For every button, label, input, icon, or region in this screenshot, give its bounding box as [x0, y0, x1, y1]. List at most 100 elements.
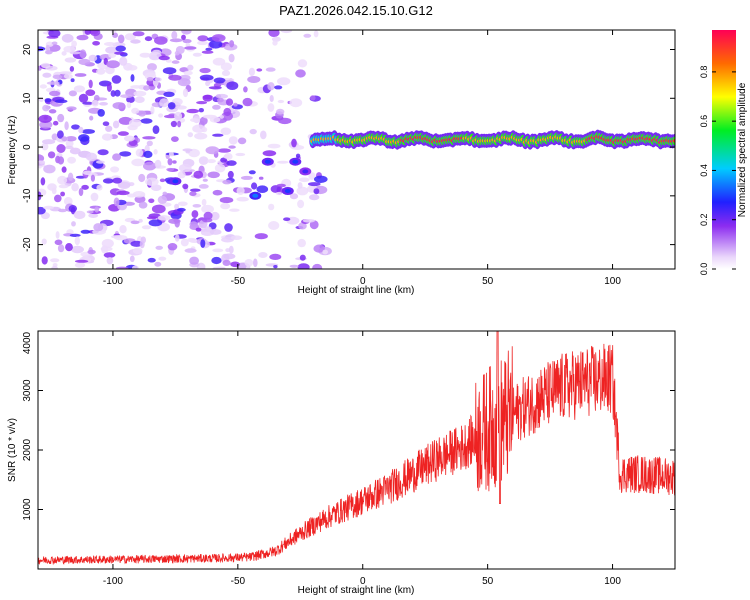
heatmap-noise-cell	[205, 80, 211, 87]
heatmap-noise-cell	[283, 217, 291, 221]
heatmap-noise-cell	[38, 46, 46, 52]
snr-y-ticks: 1000 2000 3000 4000	[22, 330, 675, 521]
heatmap-noise-cell	[247, 76, 261, 83]
heatmap-noise-cell	[302, 219, 315, 223]
heatmap-noise-cell	[138, 218, 143, 223]
heatmap-y-ticks: -20 -10 0 10 20	[22, 44, 675, 252]
heatmap-y-label: Frequency (Hz)	[7, 116, 18, 185]
heatmap-noise-cell	[82, 101, 94, 105]
heatmap-noise-cell	[60, 191, 65, 197]
heatmap-noise-cell	[66, 106, 77, 111]
heatmap-noise-cell	[203, 211, 213, 220]
heatmap-noise-cell	[183, 70, 193, 76]
heatmap-noise-cell	[141, 225, 152, 230]
heatmap-noise-cell	[163, 91, 175, 98]
colorbar-gradient	[712, 30, 736, 269]
heatmap-noise-cell	[154, 159, 162, 169]
heatmap-noise-cell	[189, 221, 198, 228]
heatmap-noise-cell	[274, 85, 283, 90]
heatmap-noise-cell	[79, 49, 87, 59]
heatmap-noise-cell	[101, 238, 114, 248]
heatmap-noise-cell	[214, 163, 226, 173]
heatmap-noise-cell	[226, 81, 239, 90]
heatmap-noise-cell	[96, 160, 105, 164]
heatmap-noise-cell	[297, 238, 307, 248]
heatmap-noise-cell	[71, 245, 84, 254]
heatmap-noise-cell	[199, 67, 211, 74]
heatmap-noise-cell	[253, 258, 258, 268]
heatmap-noise-cell	[174, 111, 183, 121]
heatmap-noise-cell	[187, 132, 193, 138]
heatmap-noise-cell	[130, 240, 143, 247]
heatmap-noise-cell	[189, 191, 197, 196]
heatmap-noise-cell	[236, 186, 245, 195]
snr-y-tick-label: 4000	[22, 331, 33, 354]
colorbar-tick-label: 0.0	[699, 263, 709, 276]
heatmap-noise-cell	[90, 192, 99, 202]
heatmap-noise-cell	[202, 178, 208, 182]
snr-y-label: SNR (10 * v/v)	[7, 418, 18, 482]
heatmap-noise-cell	[117, 34, 125, 44]
heatmap-noise-cell	[205, 146, 220, 155]
heatmap-x-ticks: -100 -50 0 50 100	[103, 30, 621, 287]
heatmap-noise-cell	[78, 58, 91, 66]
heatmap-noise-cell	[174, 234, 180, 242]
heatmap-noise-cell	[219, 115, 224, 119]
snr-background	[38, 331, 675, 569]
heatmap-noise-cell	[81, 129, 96, 134]
heatmap-noise-cell	[57, 175, 68, 185]
snr-y-tick-label: 1000	[22, 498, 33, 521]
heatmap-noise-cell	[53, 120, 59, 126]
heatmap-noise-cell	[272, 40, 278, 46]
heatmap-noise-cell	[139, 52, 151, 58]
heatmap-noise-cell	[70, 78, 75, 83]
heatmap-noise-cell	[208, 86, 222, 90]
heatmap-noise-cell	[74, 259, 89, 263]
heatmap-noise-cell	[180, 238, 189, 247]
heatmap-x-tick-label: 100	[604, 276, 621, 287]
heatmap-noise-cell	[96, 68, 106, 75]
heatmap-noise-cell	[145, 177, 159, 186]
heatmap-noise-cell	[105, 46, 119, 54]
heatmap-noise-cell	[102, 121, 110, 126]
heatmap-noise-cell	[205, 47, 213, 51]
heatmap-noise-cell	[242, 97, 253, 107]
heatmap-noise-cell	[49, 90, 61, 97]
heatmap-noise-cell	[181, 30, 192, 35]
heatmap-noise-cell	[51, 187, 57, 195]
heatmap-noise-cell	[73, 210, 86, 220]
heatmap-noise-cell	[151, 204, 166, 214]
heatmap-noise-cell	[103, 252, 116, 258]
heatmap-noise-cell	[193, 170, 204, 179]
heatmap-noise-cell	[41, 62, 51, 69]
heatmap-noise-cell	[93, 223, 104, 232]
heatmap-noise-cell	[88, 213, 99, 219]
heatmap-noise-cell	[158, 113, 164, 118]
heatmap-x-tick-label: 0	[360, 276, 366, 287]
heatmap-noise-cell	[130, 85, 143, 89]
heatmap-noise-cell	[144, 36, 153, 42]
heatmap-noise-cell	[157, 215, 171, 221]
heatmap-noise-cell	[271, 36, 281, 42]
heatmap-noise-cell	[74, 236, 81, 246]
heatmap-noise-cell	[71, 183, 79, 192]
heatmap-noise-cell	[39, 120, 53, 129]
heatmap-noise-cell	[97, 149, 109, 156]
heatmap-noise-cell	[147, 257, 156, 263]
heatmap-noise-cell	[217, 97, 224, 103]
heatmap-noise-cell	[71, 40, 77, 48]
heatmap-noise-cell	[112, 177, 123, 184]
heatmap-noise-cell	[44, 50, 53, 55]
heatmap-noise-cell	[212, 104, 221, 110]
heatmap-noise-cell	[226, 160, 237, 166]
heatmap-noise-cell	[162, 191, 168, 196]
heatmap-noise-cell	[112, 153, 122, 161]
heatmap-noise-cell	[277, 99, 285, 104]
colorbar-tick-label: 0.8	[699, 66, 709, 79]
heatmap-noise-cell	[175, 46, 185, 54]
heatmap-noise-cell	[61, 136, 68, 142]
heatmap-noise-cell	[251, 182, 258, 190]
heatmap-noise-cell	[51, 265, 58, 269]
heatmap-noise-cell	[127, 65, 138, 71]
